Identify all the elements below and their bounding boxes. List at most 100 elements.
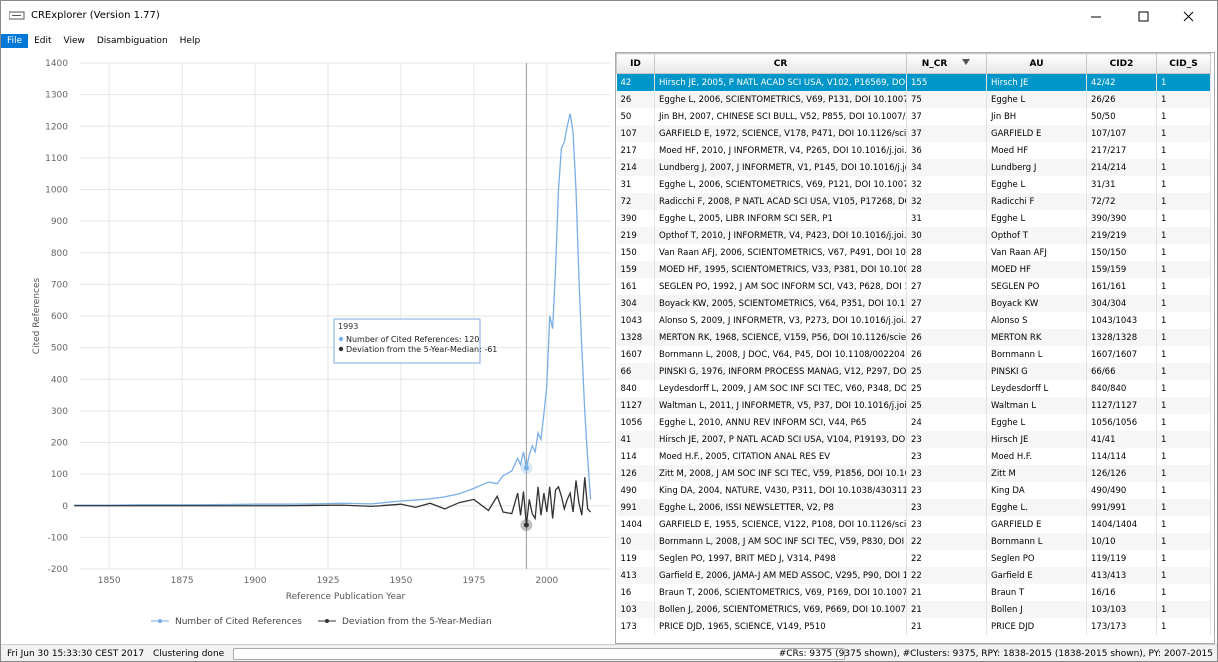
table-row[interactable]: 114 Moed H.F., 2005, CITATION ANAL RES EV… (616, 448, 1211, 465)
table-cell: 126/126 (1086, 465, 1157, 482)
table-row[interactable]: 304 Boyack KW, 2005, SCIENTOMETRICS, V64,… (616, 295, 1211, 312)
table-cell: 1 (1156, 193, 1211, 210)
table-cell: 23 (906, 448, 987, 465)
table-cell: 1 (1156, 329, 1211, 346)
column-header[interactable]: CR (654, 53, 907, 74)
table-row[interactable]: 16 Braun T, 2006, SCIENTOMETRICS, V69, P1… (616, 584, 1211, 601)
y-tick-label: 200 (51, 439, 68, 449)
progress-bar (233, 648, 845, 660)
table-cell: Hirsch JE (986, 431, 1087, 448)
close[interactable] (1183, 11, 1194, 22)
table-row[interactable]: 26 Egghe L, 2006, SCIENTOMETRICS, V69, P1… (616, 91, 1211, 108)
column-header[interactable]: ID (616, 53, 655, 74)
column-header[interactable]: N_CR (906, 53, 987, 74)
table-cell: Bollen J (986, 601, 1087, 618)
table-row[interactable]: 10 Bornmann L, 2008, J AM SOC INF SCI TEC… (616, 533, 1211, 550)
column-header[interactable]: CID2 (1086, 53, 1157, 74)
table-row[interactable]: 413 Garfield E, 2006, JAMA-J AM MED ASSOC… (616, 567, 1211, 584)
table-cell: 840 (616, 380, 655, 397)
table-row[interactable]: 72 Radicchi F, 2008, P NATL ACAD SCI USA,… (616, 193, 1211, 210)
table-cell: 1 (1156, 465, 1211, 482)
x-tick-label: 2000 (535, 576, 558, 586)
table-row[interactable]: 150 Van Raan AFJ, 2006, SCIENTOMETRICS, V… (616, 244, 1211, 261)
table-cell: GARFIELD E, 1955, SCIENCE, V122, P108, D… (654, 516, 907, 533)
y-axis-title: Cited References (32, 277, 42, 354)
maximize[interactable] (1138, 11, 1149, 22)
table-row[interactable]: 217 Moed HF, 2010, J INFORMETR, V4, P265,… (616, 142, 1211, 159)
table-cell: 1056/1056 (1086, 414, 1157, 431)
table-row[interactable]: 490 King DA, 2004, NATURE, V430, P311, DO… (616, 482, 1211, 499)
table-cell: Boyack KW, 2005, SCIENTOMETRICS, V64, P3… (654, 295, 907, 312)
table-row[interactable]: 1127 Waltman L, 2011, J INFORMETR, V5, P3… (616, 397, 1211, 414)
table-cell: 490/490 (1086, 482, 1157, 499)
table-cell: 1 (1156, 210, 1211, 227)
window-controls[interactable] (1081, 9, 1211, 25)
table-row[interactable]: 119 Seglen PO, 1997, BRIT MED J, V314, P4… (616, 550, 1211, 567)
table-cell: Lundberg J, 2007, J INFORMETR, V1, P145,… (654, 159, 907, 176)
table-cell: Egghe L, 2010, ANNU REV INFORM SCI, V44,… (654, 414, 907, 431)
table-row[interactable]: 42 Hirsch JE, 2005, P NATL ACAD SCI USA, … (616, 73, 1211, 91)
menu-item[interactable]: View (63, 36, 85, 46)
table-cell: Moed HF, 2010, J INFORMETR, V4, P265, DO… (654, 142, 907, 159)
table-row[interactable]: 1328 MERTON RK, 1968, SCIENCE, V159, P56,… (616, 329, 1211, 346)
table-row[interactable]: 840 Leydesdorff L, 2009, J AM SOC INF SCI… (616, 380, 1211, 397)
table-cell: 1056 (616, 414, 655, 431)
table-cell: 214/214 (1086, 159, 1157, 176)
table-cell: Egghe L (986, 176, 1087, 193)
table-cell: 23 (906, 516, 987, 533)
table-row[interactable]: 50 Jin BH, 2007, CHINESE SCI BULL, V52, P… (616, 108, 1211, 125)
table-row[interactable]: 173 PRICE DJD, 1965, SCIENCE, V149, P510 2… (616, 618, 1211, 635)
y-tick-label: 1400 (45, 59, 68, 69)
table-cell: Lundberg J (986, 159, 1087, 176)
y-tick-label: -100 (48, 533, 69, 543)
table-row[interactable]: 41 Hirsch JE, 2007, P NATL ACAD SCI USA, … (616, 431, 1211, 448)
table-cell: 1 (1156, 618, 1211, 635)
table-row[interactable]: 1056 Egghe L, 2010, ANNU REV INFORM SCI, … (616, 414, 1211, 431)
table-cell: 27 (906, 295, 987, 312)
table-cell: Bollen J, 2006, SCIENTOMETRICS, V69, P66… (654, 601, 907, 618)
table-cell: 21 (906, 584, 987, 601)
table-row[interactable]: 991 Egghe L, 2006, ISSI NEWSLETTER, V2, P… (616, 499, 1211, 516)
table-cell: 1 (1156, 431, 1211, 448)
table-row[interactable]: 1404 GARFIELD E, 1955, SCIENCE, V122, P10… (616, 516, 1211, 533)
table-cell: 26 (906, 346, 987, 363)
table-cell: 25 (906, 397, 987, 414)
table-cell: 107/107 (1086, 125, 1157, 142)
legend-label: Deviation from the 5-Year-Median (342, 617, 492, 627)
table-cell: 31 (906, 210, 987, 227)
table-row[interactable]: 214 Lundberg J, 2007, J INFORMETR, V1, P1… (616, 159, 1211, 176)
table-cell: 1 (1156, 584, 1211, 601)
table-row[interactable]: 107 GARFIELD E, 1972, SCIENCE, V178, P471… (616, 125, 1211, 142)
table-cell: 23 (906, 431, 987, 448)
table-cell: Garfield E (986, 567, 1087, 584)
tooltip-line: Deviation from the 5-Year-Median: -61 (346, 345, 497, 354)
table-row[interactable]: 126 Zitt M, 2008, J AM SOC INF SCI TEC, V… (616, 465, 1211, 482)
table-cell: Jin BH, 2007, CHINESE SCI BULL, V52, P85… (654, 108, 907, 125)
menu-item[interactable]: Disambiguation (96, 36, 168, 46)
table-cell: 42/42 (1086, 73, 1157, 91)
menu-item[interactable]: Edit (34, 36, 52, 46)
table-row[interactable]: 390 Egghe L, 2005, LIBR INFORM SCI SER, P… (616, 210, 1211, 227)
table-row[interactable]: 31 Egghe L, 2006, SCIENTOMETRICS, V69, P1… (616, 176, 1211, 193)
table-cell: 1 (1156, 142, 1211, 159)
table-cell: MERTON RK, 1968, SCIENCE, V159, P56, DOI… (654, 329, 907, 346)
table-row[interactable]: 1043 Alonso S, 2009, J INFORMETR, V3, P27… (616, 312, 1211, 329)
table-cell: 1328 (616, 329, 655, 346)
table-row[interactable]: 1607 Bornmann L, 2008, J DOC, V64, P45, D… (616, 346, 1211, 363)
column-header[interactable]: CID_S (1156, 53, 1211, 74)
table-cell: 150 (616, 244, 655, 261)
table-row[interactable]: 219 Opthof T, 2010, J INFORMETR, V4, P423… (616, 227, 1211, 244)
table-cell: 155 (906, 73, 987, 91)
hover-point (523, 465, 529, 471)
menu-item[interactable]: File (1, 34, 29, 48)
x-tick-label: 1950 (389, 576, 412, 586)
column-header[interactable]: AU (986, 53, 1087, 74)
menu-item[interactable]: Help (179, 36, 201, 46)
status-info: #CRs: 9375 (9375 shown), #Clusters: 9375… (778, 649, 1213, 659)
table-row[interactable]: 161 SEGLEN PO, 1992, J AM SOC INFORM SCI,… (616, 278, 1211, 295)
table-row[interactable]: 66 PINSKI G, 1976, INFORM PROCESS MANAG, … (616, 363, 1211, 380)
x-tick-label: 1925 (317, 576, 340, 586)
table-row[interactable]: 103 Bollen J, 2006, SCIENTOMETRICS, V69, … (616, 601, 1211, 618)
table-cell: Leydesdorff L, 2009, J AM SOC INF SCI TE… (654, 380, 907, 397)
table-row[interactable]: 159 MOED HF, 1995, SCIENTOMETRICS, V33, P… (616, 261, 1211, 278)
